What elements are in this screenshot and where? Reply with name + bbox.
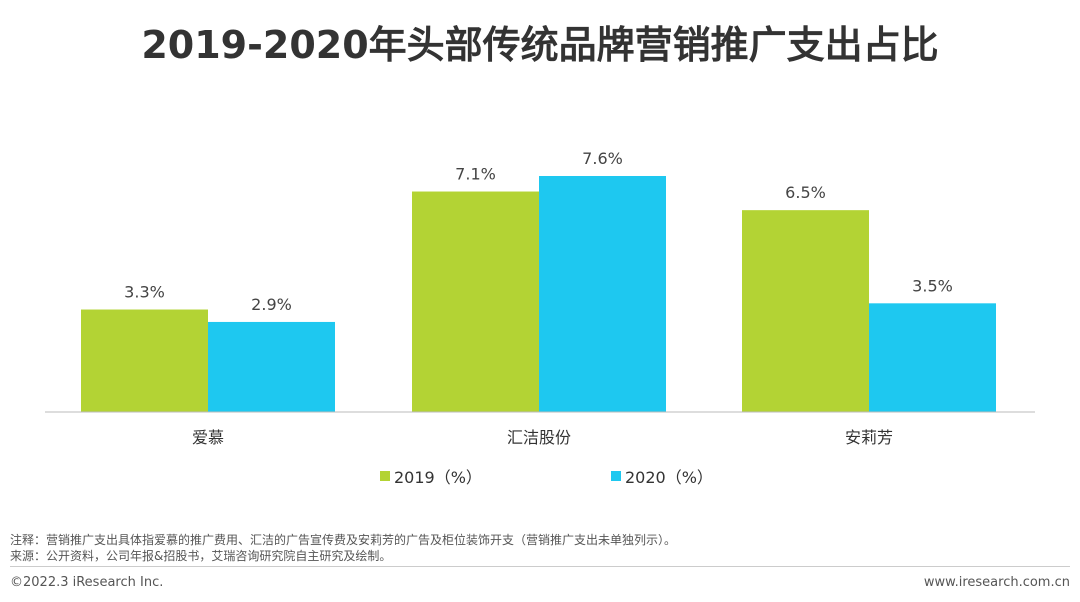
- data-label: 6.5%: [785, 183, 826, 202]
- chart-source: 来源：公开资料，公司年报&招股书，艾瑞咨询研究院自主研究及绘制。: [10, 549, 392, 563]
- bar-2020: [539, 176, 666, 412]
- chart-note: 注释：营销推广支出具体指爱慕的推广费用、汇洁的广告宣传费及安莉芳的广告及柜位装饰…: [10, 533, 677, 547]
- bar-2019: [81, 309, 208, 412]
- data-label: 7.1%: [455, 165, 496, 184]
- website-url: www.iresearch.com.cn: [923, 575, 1070, 590]
- data-label: 3.3%: [124, 283, 165, 302]
- legend-label: 2020（%）: [625, 468, 713, 487]
- data-label: 2.9%: [251, 295, 292, 314]
- data-label: 7.6%: [582, 149, 623, 168]
- legend-swatch: [611, 471, 621, 481]
- data-label: 3.5%: [912, 276, 953, 295]
- footer-divider: [10, 566, 1070, 567]
- bar-2020: [869, 303, 996, 412]
- x-tick-label: 汇洁股份: [507, 428, 571, 447]
- bar-2019: [412, 191, 539, 412]
- legend-swatch: [380, 471, 390, 481]
- bar-2019: [742, 210, 869, 412]
- legend-label: 2019（%）: [394, 468, 482, 487]
- x-tick-label: 爱慕: [192, 428, 224, 447]
- bar-2020: [208, 321, 335, 412]
- chart-title: 2019-2020年头部传统品牌营销推广支出占比: [141, 23, 939, 67]
- bar-chart: 3.3% 7.1% 6.5% 2.9% 7.6% 3.5% 爱慕 汇洁股份 安莉芳 2019（%）…: [45, 149, 1035, 487]
- x-tick-label: 安莉芳: [845, 428, 893, 447]
- copyright: ©2022.3 iResearch Inc.: [10, 575, 164, 590]
